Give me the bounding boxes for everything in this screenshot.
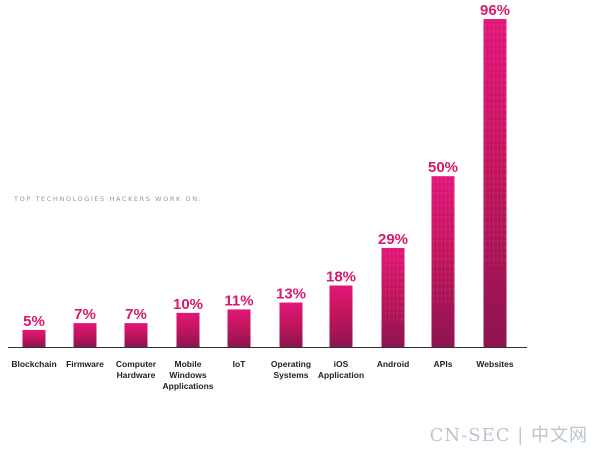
- category-label-4: IoT: [233, 359, 247, 369]
- category-label-6: iOS Application: [318, 359, 364, 380]
- value-label-8: 50%: [428, 159, 458, 176]
- bar-texture-8: [431, 176, 455, 305]
- chart-title: TOP TECHNOLOGIES HACKERS WORK ON:: [14, 195, 203, 203]
- value-label-7: 29%: [378, 231, 408, 248]
- bar-4: [227, 309, 251, 347]
- bar-6: [329, 285, 353, 347]
- watermark-text: CN-SEC | 中文网: [429, 425, 588, 446]
- value-label-2: 7%: [125, 306, 147, 323]
- bar-texture-9: [483, 19, 507, 265]
- value-label-6: 18%: [326, 269, 356, 286]
- value-label-3: 10%: [173, 296, 203, 313]
- category-label-5: Operating Systems: [271, 359, 311, 380]
- bar-1: [73, 323, 97, 347]
- value-label-0: 5%: [23, 313, 45, 330]
- value-label-9: 96%: [480, 2, 510, 19]
- category-label-0: Blockchain: [11, 359, 56, 369]
- category-label-7: Android: [377, 359, 410, 369]
- category-label-3: Mobile Windows Applications: [162, 359, 213, 391]
- category-label-2: Computer Hardware: [116, 359, 157, 380]
- bar-texture-7: [381, 247, 405, 323]
- bar-2: [124, 323, 148, 347]
- category-label-9: Websites: [476, 359, 513, 369]
- value-label-5: 13%: [276, 286, 306, 303]
- bar-5: [279, 302, 303, 347]
- value-label-4: 11%: [224, 292, 253, 309]
- bar-3: [176, 312, 200, 347]
- category-label-8: APIs: [434, 359, 453, 369]
- category-label-1: Firmware: [66, 359, 104, 369]
- bar-0: [22, 329, 46, 347]
- value-label-1: 7%: [74, 306, 96, 323]
